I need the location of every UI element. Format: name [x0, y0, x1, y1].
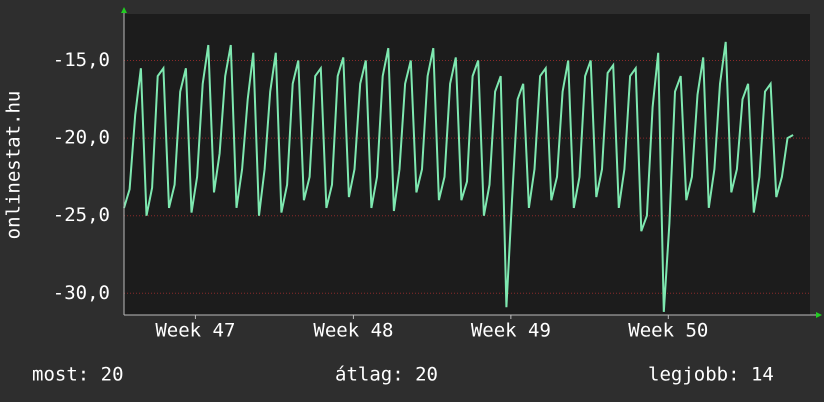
plot: [123, 41, 810, 312]
stat-avg: átlag: 20: [335, 364, 438, 386]
y-tick-label: -20,0: [53, 127, 110, 149]
y-tick-label: -30,0: [53, 282, 110, 304]
x-tick-label: Week 47: [155, 320, 235, 342]
stat-best: legjobb: 14: [648, 364, 774, 386]
y-arrow: [121, 7, 127, 13]
x-tick-label: Week 49: [471, 320, 551, 342]
x-tick-label: Week 50: [628, 320, 708, 342]
y-axis-label: onlinestat.hu: [3, 91, 25, 240]
y-tick-label: -15,0: [53, 49, 110, 71]
stat-now: most: 20: [32, 364, 124, 386]
x-arrow: [816, 312, 822, 318]
x-tick-label: Week 48: [313, 320, 393, 342]
series-line: [123, 41, 794, 312]
y-tick-label: -25,0: [53, 204, 110, 226]
